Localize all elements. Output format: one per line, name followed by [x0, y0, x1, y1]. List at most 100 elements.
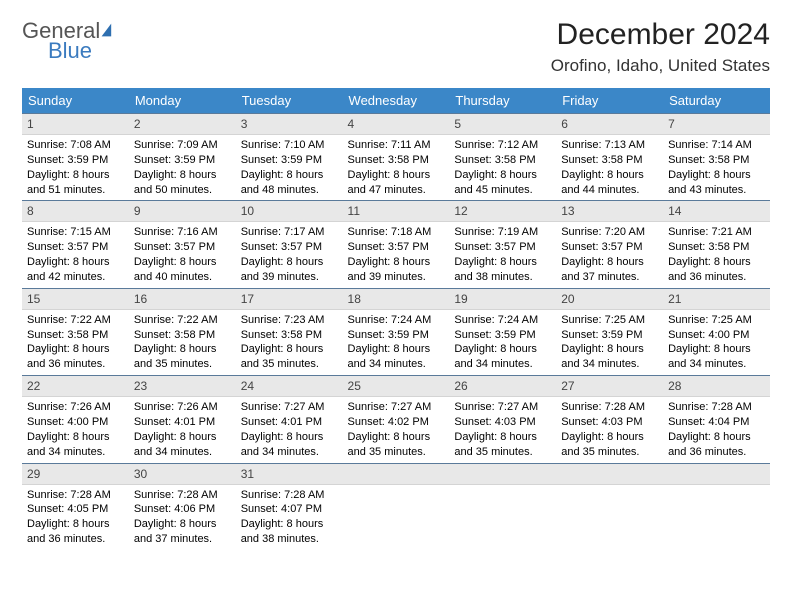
day-content: Sunrise: 7:28 AMSunset: 4:04 PMDaylight:…: [663, 397, 770, 462]
calendar-cell: 25Sunrise: 7:27 AMSunset: 4:02 PMDayligh…: [343, 376, 450, 463]
sunrise-line: Sunrise: 7:11 AM: [348, 138, 445, 153]
calendar-cell: 23Sunrise: 7:26 AMSunset: 4:01 PMDayligh…: [129, 376, 236, 463]
sunset-line: Sunset: 3:57 PM: [241, 240, 338, 255]
sail-icon: [100, 22, 116, 38]
sunset-line: Sunset: 4:07 PM: [241, 502, 338, 517]
day-content: Sunrise: 7:27 AMSunset: 4:03 PMDaylight:…: [449, 397, 556, 462]
sunset-line: Sunset: 3:57 PM: [27, 240, 124, 255]
day-number: 16: [129, 289, 236, 310]
sunrise-line: Sunrise: 7:08 AM: [27, 138, 124, 153]
day-number: 29: [22, 464, 129, 485]
calendar-cell: 22Sunrise: 7:26 AMSunset: 4:00 PMDayligh…: [22, 376, 129, 463]
sunset-line: Sunset: 4:04 PM: [668, 415, 765, 430]
sunset-line: Sunset: 4:01 PM: [241, 415, 338, 430]
sunrise-line: Sunrise: 7:27 AM: [348, 400, 445, 415]
day-number: 28: [663, 376, 770, 397]
day-number: 13: [556, 201, 663, 222]
day-number: 20: [556, 289, 663, 310]
day-number-empty: [343, 464, 450, 485]
sunrise-line: Sunrise: 7:26 AM: [134, 400, 231, 415]
calendar-body: 1Sunrise: 7:08 AMSunset: 3:59 PMDaylight…: [22, 114, 770, 550]
sunrise-line: Sunrise: 7:28 AM: [668, 400, 765, 415]
sunset-line: Sunset: 4:03 PM: [561, 415, 658, 430]
day-content: Sunrise: 7:28 AMSunset: 4:03 PMDaylight:…: [556, 397, 663, 462]
sunset-line: Sunset: 3:58 PM: [454, 153, 551, 168]
day-number: 3: [236, 114, 343, 135]
calendar-row: 8Sunrise: 7:15 AMSunset: 3:57 PMDaylight…: [22, 201, 770, 288]
day-number-empty: [556, 464, 663, 485]
calendar-cell: 13Sunrise: 7:20 AMSunset: 3:57 PMDayligh…: [556, 201, 663, 288]
day-number: 24: [236, 376, 343, 397]
day-content: Sunrise: 7:14 AMSunset: 3:58 PMDaylight:…: [663, 135, 770, 200]
sunset-line: Sunset: 3:58 PM: [348, 153, 445, 168]
day-number: 21: [663, 289, 770, 310]
day-content: Sunrise: 7:16 AMSunset: 3:57 PMDaylight:…: [129, 222, 236, 287]
day-number: 15: [22, 289, 129, 310]
sunset-line: Sunset: 3:57 PM: [454, 240, 551, 255]
day-content: Sunrise: 7:26 AMSunset: 4:00 PMDaylight:…: [22, 397, 129, 462]
weekday-header: Thursday: [449, 88, 556, 114]
sunrise-line: Sunrise: 7:18 AM: [348, 225, 445, 240]
day-content: Sunrise: 7:13 AMSunset: 3:58 PMDaylight:…: [556, 135, 663, 200]
day-number: 5: [449, 114, 556, 135]
day-number: 4: [343, 114, 450, 135]
calendar-cell: 1Sunrise: 7:08 AMSunset: 3:59 PMDaylight…: [22, 114, 129, 201]
daylight-line: Daylight: 8 hours and 42 minutes.: [27, 255, 124, 285]
sunrise-line: Sunrise: 7:28 AM: [561, 400, 658, 415]
day-content: Sunrise: 7:17 AMSunset: 3:57 PMDaylight:…: [236, 222, 343, 287]
daylight-line: Daylight: 8 hours and 36 minutes.: [27, 342, 124, 372]
sunrise-line: Sunrise: 7:14 AM: [668, 138, 765, 153]
weekday-header: Wednesday: [343, 88, 450, 114]
calendar-row: 15Sunrise: 7:22 AMSunset: 3:58 PMDayligh…: [22, 288, 770, 375]
calendar-cell: 24Sunrise: 7:27 AMSunset: 4:01 PMDayligh…: [236, 376, 343, 463]
sunset-line: Sunset: 4:00 PM: [27, 415, 124, 430]
calendar-cell: [343, 463, 450, 550]
day-content: Sunrise: 7:24 AMSunset: 3:59 PMDaylight:…: [449, 310, 556, 375]
daylight-line: Daylight: 8 hours and 34 minutes.: [348, 342, 445, 372]
day-content: Sunrise: 7:18 AMSunset: 3:57 PMDaylight:…: [343, 222, 450, 287]
day-content: Sunrise: 7:26 AMSunset: 4:01 PMDaylight:…: [129, 397, 236, 462]
day-content: Sunrise: 7:25 AMSunset: 4:00 PMDaylight:…: [663, 310, 770, 375]
sunrise-line: Sunrise: 7:21 AM: [668, 225, 765, 240]
sunrise-line: Sunrise: 7:27 AM: [454, 400, 551, 415]
day-content: Sunrise: 7:09 AMSunset: 3:59 PMDaylight:…: [129, 135, 236, 200]
sunrise-line: Sunrise: 7:20 AM: [561, 225, 658, 240]
day-content: Sunrise: 7:24 AMSunset: 3:59 PMDaylight:…: [343, 310, 450, 375]
brand-logo: General Blue: [22, 18, 116, 62]
sunset-line: Sunset: 3:58 PM: [668, 240, 765, 255]
day-content: Sunrise: 7:22 AMSunset: 3:58 PMDaylight:…: [129, 310, 236, 375]
day-number: 11: [343, 201, 450, 222]
title-block: December 2024 Orofino, Idaho, United Sta…: [551, 18, 770, 76]
daylight-line: Daylight: 8 hours and 36 minutes.: [668, 255, 765, 285]
weekday-header-row: SundayMondayTuesdayWednesdayThursdayFrid…: [22, 88, 770, 114]
day-content: Sunrise: 7:10 AMSunset: 3:59 PMDaylight:…: [236, 135, 343, 200]
sunrise-line: Sunrise: 7:26 AM: [27, 400, 124, 415]
day-content: Sunrise: 7:08 AMSunset: 3:59 PMDaylight:…: [22, 135, 129, 200]
sunrise-line: Sunrise: 7:28 AM: [241, 488, 338, 503]
sunset-line: Sunset: 4:02 PM: [348, 415, 445, 430]
day-number: 26: [449, 376, 556, 397]
sunrise-line: Sunrise: 7:16 AM: [134, 225, 231, 240]
calendar-cell: 31Sunrise: 7:28 AMSunset: 4:07 PMDayligh…: [236, 463, 343, 550]
daylight-line: Daylight: 8 hours and 51 minutes.: [27, 168, 124, 198]
sunrise-line: Sunrise: 7:15 AM: [27, 225, 124, 240]
sunset-line: Sunset: 3:59 PM: [27, 153, 124, 168]
daylight-line: Daylight: 8 hours and 37 minutes.: [134, 517, 231, 547]
sunrise-line: Sunrise: 7:25 AM: [668, 313, 765, 328]
day-number: 27: [556, 376, 663, 397]
calendar-cell: 8Sunrise: 7:15 AMSunset: 3:57 PMDaylight…: [22, 201, 129, 288]
sunrise-line: Sunrise: 7:24 AM: [454, 313, 551, 328]
calendar-cell: 11Sunrise: 7:18 AMSunset: 3:57 PMDayligh…: [343, 201, 450, 288]
day-number: 6: [556, 114, 663, 135]
calendar-row: 29Sunrise: 7:28 AMSunset: 4:05 PMDayligh…: [22, 463, 770, 550]
weekday-header: Saturday: [663, 88, 770, 114]
daylight-line: Daylight: 8 hours and 38 minutes.: [241, 517, 338, 547]
calendar-cell: 30Sunrise: 7:28 AMSunset: 4:06 PMDayligh…: [129, 463, 236, 550]
calendar-cell: 18Sunrise: 7:24 AMSunset: 3:59 PMDayligh…: [343, 288, 450, 375]
daylight-line: Daylight: 8 hours and 47 minutes.: [348, 168, 445, 198]
day-content: Sunrise: 7:15 AMSunset: 3:57 PMDaylight:…: [22, 222, 129, 287]
day-content: Sunrise: 7:20 AMSunset: 3:57 PMDaylight:…: [556, 222, 663, 287]
sunset-line: Sunset: 3:57 PM: [348, 240, 445, 255]
sunrise-line: Sunrise: 7:28 AM: [134, 488, 231, 503]
day-number: 25: [343, 376, 450, 397]
